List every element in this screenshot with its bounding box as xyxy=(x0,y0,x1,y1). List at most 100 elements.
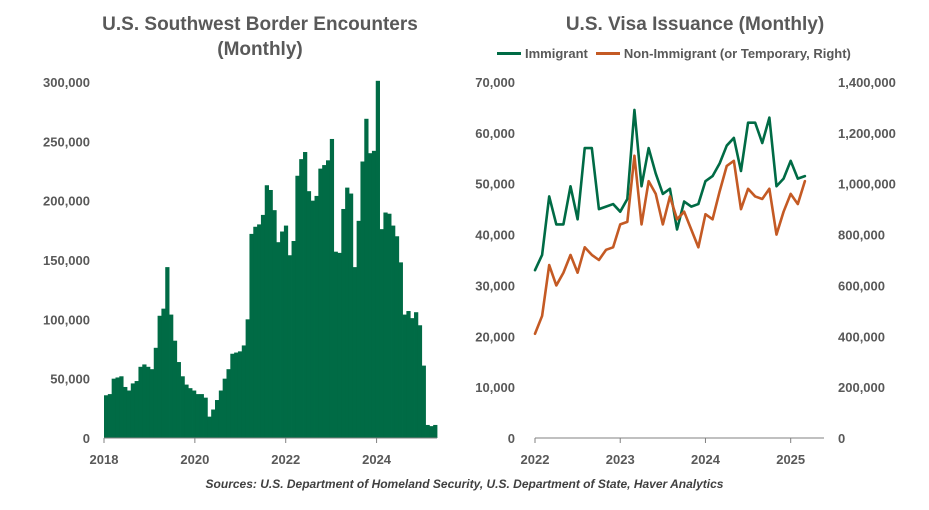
right-y-right-tick-label: 1,400,000 xyxy=(838,75,896,90)
encounters-bar xyxy=(333,251,338,438)
encounters-bar xyxy=(314,195,319,438)
encounters-bar xyxy=(199,394,204,438)
encounters-bar xyxy=(230,353,235,438)
encounters-bar xyxy=(222,378,227,438)
encounters-bar xyxy=(303,152,308,438)
right-y-right-tick-label: 1,000,000 xyxy=(838,177,896,192)
encounters-bar xyxy=(272,210,277,438)
right-y-right-tick-label: 200,000 xyxy=(838,380,885,395)
encounters-bar xyxy=(410,318,415,438)
left-y-tick-label: 250,000 xyxy=(43,134,90,149)
encounters-bar xyxy=(211,409,216,438)
left-x-tick-label: 2024 xyxy=(362,452,392,467)
right-x-tick-label: 2023 xyxy=(606,452,635,467)
encounters-bar xyxy=(257,224,262,438)
encounters-bar xyxy=(348,193,354,438)
encounters-bar xyxy=(104,395,109,438)
encounters-bar xyxy=(364,118,369,438)
encounters-bar xyxy=(291,241,296,438)
encounters-bar xyxy=(134,381,139,438)
left-x-tick-label: 2018 xyxy=(90,452,119,467)
encounters-bar xyxy=(276,242,281,438)
encounters-bar xyxy=(433,424,438,438)
encounters-bar xyxy=(218,390,224,438)
encounters-bar xyxy=(245,319,250,438)
encounters-bar xyxy=(356,220,361,438)
encounters-bar xyxy=(126,390,132,438)
encounters-bar xyxy=(215,400,220,438)
nonimmigrant-line xyxy=(533,154,807,336)
encounters-bar xyxy=(195,394,201,438)
encounters-bar xyxy=(226,369,231,438)
encounters-bar xyxy=(253,226,258,438)
encounters-bar xyxy=(169,314,174,438)
encounters-bar xyxy=(130,383,136,438)
encounters-bar xyxy=(157,315,162,438)
encounters-bar xyxy=(375,80,380,438)
right-chart-legend: Immigrant Non-Immigrant (or Temporary, R… xyxy=(497,46,859,61)
right-y-right-tick-label: 1,200,000 xyxy=(838,126,896,141)
right-y-left-tick-label: 20,000 xyxy=(475,329,515,344)
encounters-bar xyxy=(341,208,346,438)
left-x-tick-label: 2022 xyxy=(271,452,300,467)
right-x-tick-label: 2022 xyxy=(521,452,550,467)
encounters-bar xyxy=(280,231,285,438)
encounters-bar xyxy=(391,225,396,438)
left-chart-title-line2: (Monthly) xyxy=(217,39,303,60)
right-y-left-tick-label: 40,000 xyxy=(475,228,515,243)
right-y-left-tick-label: 10,000 xyxy=(475,380,515,395)
encounters-bar xyxy=(406,311,411,438)
right-y-right-tick-label: 0 xyxy=(838,431,845,446)
left-chart-title: U.S. Southwest Border Encounters (Monthl… xyxy=(70,12,450,62)
encounters-bar xyxy=(260,214,266,438)
encounters-bar xyxy=(268,189,273,438)
left-y-tick-label: 300,000 xyxy=(43,75,90,90)
encounters-bar xyxy=(368,153,373,438)
left-y-tick-label: 150,000 xyxy=(43,253,90,268)
encounters-bar xyxy=(345,187,350,438)
encounters-bar xyxy=(379,229,384,438)
legend-immigrant-swatch xyxy=(497,52,521,55)
encounters-bar xyxy=(207,416,212,438)
encounters-bar xyxy=(310,200,315,438)
encounters-bar xyxy=(142,364,147,438)
right-x-tick-label: 2025 xyxy=(776,452,805,467)
encounters-bar xyxy=(398,262,403,438)
right-y-right-tick-label: 400,000 xyxy=(838,329,885,344)
right-x-tick-label: 2024 xyxy=(691,452,721,467)
right-y-right-tick-label: 800,000 xyxy=(838,228,885,243)
right-y-left-tick-label: 0 xyxy=(508,431,515,446)
encounters-bar xyxy=(165,267,170,438)
encounters-bar xyxy=(149,369,155,438)
encounters-bar xyxy=(115,377,120,438)
encounters-bar xyxy=(192,390,197,438)
encounters-bar xyxy=(360,161,365,438)
right-y-right-tick-label: 600,000 xyxy=(838,278,885,293)
encounters-bar xyxy=(318,168,323,438)
encounters-bar xyxy=(383,212,388,438)
encounters-bar xyxy=(299,159,304,438)
encounters-bar xyxy=(287,255,292,438)
encounters-bar xyxy=(241,345,247,438)
encounters-bar xyxy=(295,175,300,438)
right-y-left-tick-label: 50,000 xyxy=(475,177,515,192)
encounters-bar xyxy=(326,160,331,438)
encounters-bar xyxy=(107,394,113,438)
right-chart-title-text: U.S. Visa Issuance (Monthly) xyxy=(565,14,825,35)
encounters-bar xyxy=(184,384,189,438)
encounters-bar xyxy=(176,362,181,438)
left-y-tick-label: 0 xyxy=(83,431,90,446)
source-note: Sources: U.S. Department of Homeland Sec… xyxy=(205,477,724,491)
encounters-bar xyxy=(306,191,312,438)
immigrant-line xyxy=(533,108,807,272)
encounters-bar xyxy=(402,314,407,438)
encounters-bar xyxy=(153,347,158,438)
encounters-bar xyxy=(352,267,358,438)
encounters-bar xyxy=(329,138,335,438)
encounters-bar xyxy=(138,366,143,438)
right-chart-title: U.S. Visa Issuance (Monthly) xyxy=(510,12,880,37)
encounters-bar xyxy=(180,376,185,438)
encounters-bar xyxy=(203,397,208,438)
encounters-bar xyxy=(234,352,239,438)
